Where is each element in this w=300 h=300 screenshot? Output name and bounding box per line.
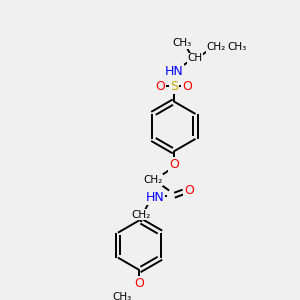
- Text: CH₃: CH₃: [227, 42, 247, 52]
- Text: O: O: [156, 80, 166, 93]
- Text: O: O: [182, 80, 192, 93]
- Text: CH₂: CH₂: [132, 209, 151, 220]
- Text: O: O: [134, 277, 144, 290]
- Text: CH₂: CH₂: [206, 42, 226, 52]
- Text: HN: HN: [146, 191, 164, 204]
- Text: S: S: [170, 80, 178, 93]
- Text: CH₃: CH₃: [172, 38, 191, 48]
- Text: CH₂: CH₂: [143, 175, 163, 185]
- Text: CH₃: CH₃: [112, 292, 132, 300]
- Text: O: O: [169, 158, 179, 171]
- Text: CH: CH: [188, 53, 202, 63]
- Text: O: O: [184, 184, 194, 197]
- Text: HN: HN: [165, 65, 183, 78]
